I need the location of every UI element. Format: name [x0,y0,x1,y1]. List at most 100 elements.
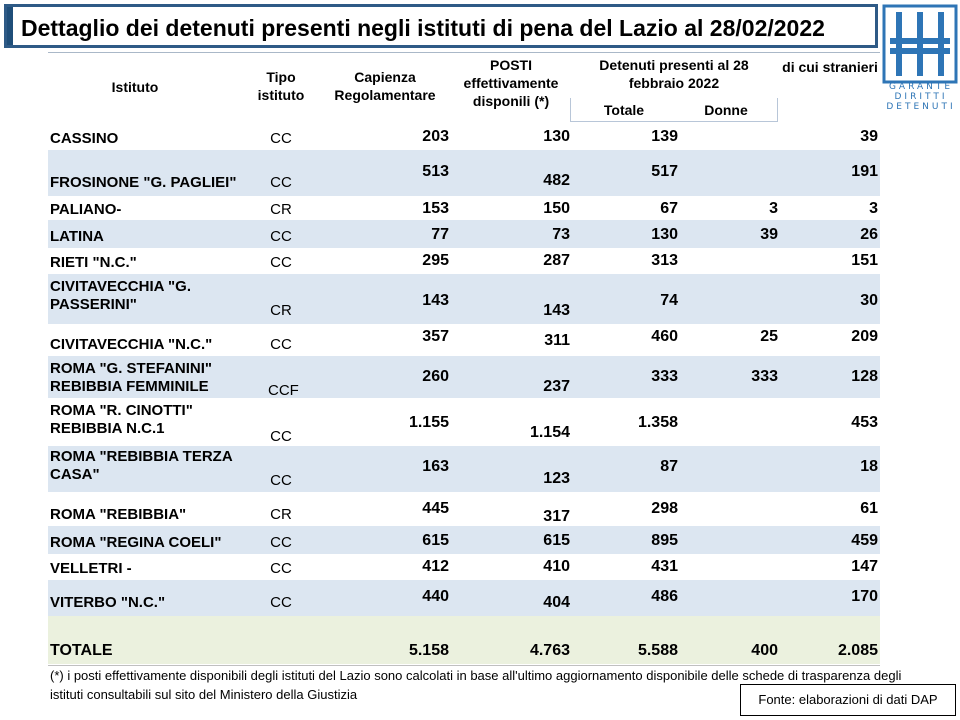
table-row: ROMA "G. STEFANINI" REBIBBIA FEMMINILE CC… [48,356,880,399]
stranieri-cell: 18 [860,458,878,475]
totale-cell: 431 [651,558,678,575]
table-row: ROMA "REGINA COELI" CC 615 615 895 459 [48,526,880,554]
totale-cell: 486 [651,588,678,605]
capienza-cell: 412 [422,558,449,575]
posti-cell: 482 [543,172,570,189]
tipo-cell: CC [270,428,292,445]
footnote: (*) i posti effettivamente disponibili d… [50,668,902,702]
capienza-cell: 153 [422,200,449,217]
donne-cell: 3 [769,200,778,217]
donne-cell: 333 [751,368,778,385]
table-bottom-rule [48,665,880,666]
capienza-cell: 615 [422,532,449,549]
stranieri-cell: 209 [851,328,878,345]
tipo-cell: CC [270,594,292,611]
totale-cell: 74 [660,292,678,309]
total-posti: 4.763 [529,642,570,659]
posti-cell: 143 [543,302,570,319]
stranieri-cell: 3 [869,200,878,217]
posti-cell: 615 [543,532,570,549]
tipo-cell: CCF [268,382,299,399]
logo-line-1: GARANTE [888,82,954,92]
header-donne: Donne [704,102,748,118]
tipo-cell: CC [270,534,292,551]
posti-cell: 237 [543,378,570,395]
stranieri-cell: 61 [860,500,878,517]
stranieri-cell: 459 [851,532,878,549]
istituto-cell: RIETI "N.C." [50,254,137,271]
header-detenuti: Detenuti presenti al 28 febbraio 2022 [599,57,749,91]
istituto-cell: LATINA [50,228,104,245]
page-title: Dettaglio dei detenuti presenti negli is… [21,15,825,41]
istituto-cell: ROMA "REGINA COELI" [50,534,222,551]
posti-cell: 1.154 [529,424,570,441]
title-box: Dettaglio dei detenuti presenti negli is… [4,4,878,48]
total-donne: 400 [751,642,778,659]
subheader-box [570,98,778,122]
tipo-cell: CC [270,130,292,147]
stranieri-cell: 39 [860,128,878,145]
totale-cell: 130 [651,226,678,243]
table-row: ROMA "REBIBBIA" CR 445 317 298 61 [48,492,880,526]
header-istituto: Istituto [111,79,159,95]
logo-line-3: DETENUTI [886,102,956,112]
garante-logo-icon [882,4,958,84]
totale-cell: 139 [651,128,678,145]
total-capienza: 5.158 [408,642,449,659]
istituto-cell: ROMA "REBIBBIA TERZA CASA" [50,448,233,483]
posti-cell: 73 [552,226,570,243]
table-row: LATINA CC 77 73 130 39 26 [48,220,880,248]
tipo-cell: CC [270,228,292,245]
totale-cell: 333 [651,368,678,385]
header-capienza: Capienza Regolamentare [334,69,436,103]
header-posti: POSTI effettivamente disponili (*) [463,57,559,109]
istituto-cell: ROMA "R. CINOTTI" REBIBBIA N.C.1 [50,402,193,437]
capienza-cell: 295 [422,252,449,269]
posti-cell: 311 [544,332,570,349]
istituto-cell: ROMA "G. STEFANINI" REBIBBIA FEMMINILE [50,360,213,395]
capienza-cell: 440 [422,588,449,605]
istituto-cell: VELLETRI - [50,560,132,577]
table-top-rule [48,52,880,53]
totale-cell: 517 [651,163,678,180]
totale-cell: 298 [651,500,678,517]
tipo-cell: CC [270,336,292,353]
header-tipo: Tipo istituto [257,69,305,103]
total-row: TOTALE 5.158 4.763 5.588 400 2.085 [48,616,880,664]
tipo-cell: CC [270,174,292,191]
total-stranieri: 2.085 [837,642,878,659]
totale-cell: 1.358 [637,414,678,431]
capienza-cell: 163 [422,458,449,475]
table-row: CASSINO CC 203 130 139 39 [48,124,880,150]
posti-cell: 410 [543,558,570,575]
capienza-cell: 357 [422,328,449,345]
table-row: FROSINONE "G. PAGLIEI" CC 513 482 517 191 [48,150,880,196]
tipo-cell: CR [270,201,292,218]
tipo-cell: CC [270,472,292,489]
istituto-cell: PALIANO- [50,201,122,218]
stranieri-cell: 170 [851,588,878,605]
istituto-cell: CIVITAVECCHIA "N.C." [50,336,213,353]
tipo-cell: CR [270,506,292,523]
totale-cell: 313 [651,252,678,269]
source-box: Fonte: elaborazioni di dati DAP [740,684,956,716]
totale-cell: 460 [651,328,678,345]
stranieri-cell: 147 [851,558,878,575]
stranieri-cell: 191 [851,163,878,180]
donne-cell: 25 [760,328,778,345]
capienza-cell: 143 [422,292,449,309]
istituto-cell: CIVITAVECCHIA "G. PASSERINI" [50,278,192,313]
stranieri-cell: 453 [851,414,878,431]
header-stranieri: di cui stranieri [782,59,878,75]
tipo-cell: CC [270,560,292,577]
posti-cell: 317 [543,508,570,525]
totale-cell: 67 [660,200,678,217]
total-totale: 5.588 [637,642,678,659]
istituto-cell: FROSINONE "G. PAGLIEI" [50,174,237,191]
totale-cell: 87 [660,458,678,475]
totale-cell: 895 [651,532,678,549]
capienza-cell: 445 [422,500,449,517]
table-row: ROMA "REBIBBIA TERZA CASA" CC 163 123 87 18 [48,446,880,492]
capienza-cell: 1.155 [408,414,449,431]
tipo-cell: CC [270,254,292,271]
